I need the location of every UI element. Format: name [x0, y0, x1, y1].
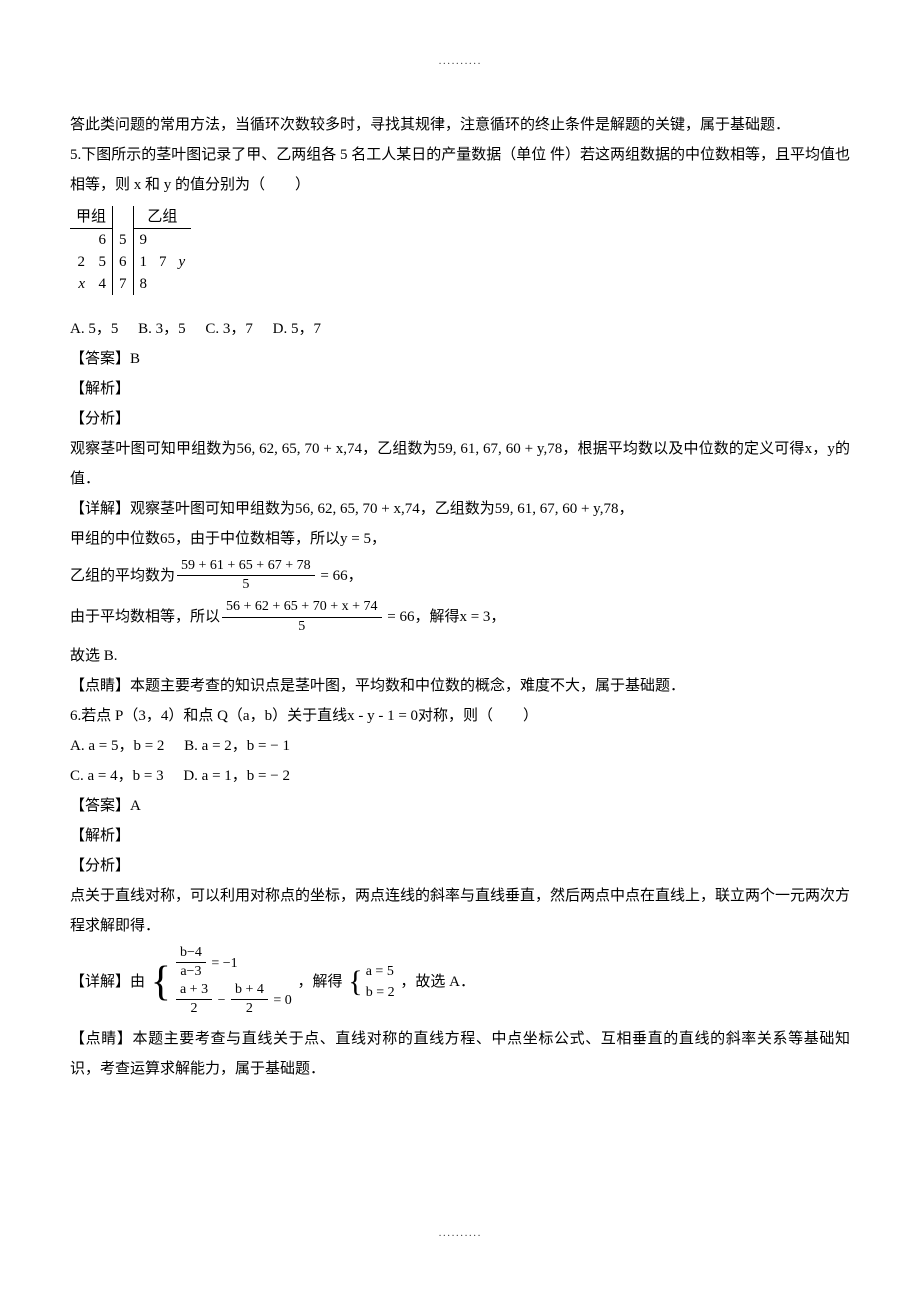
- dots-top: ··········: [70, 60, 850, 70]
- q5-dianjing: 【点睛】本题主要考查的知识点是茎叶图，平均数和中位数的概念，难度不大，属于基础题…: [70, 671, 850, 701]
- q5-detail-l5: 故选 B.: [70, 641, 850, 671]
- dianjing-label: 【点睛】: [70, 1031, 132, 1047]
- intro-continuation: 答此类问题的常用方法，当循环次数较多时，寻找其规律，注意循环的终止条件是解题的关…: [70, 110, 850, 140]
- q6-dianjing: 【点睛】本题主要考查与直线关于点、直线对称的直线方程、中点坐标公式、互相垂直的直…: [70, 1024, 850, 1084]
- q6-option-c: C. a = 4，b = 3: [70, 768, 164, 784]
- sys-line: b−4a−3 = −1: [174, 945, 292, 982]
- fraction-numerator: 56 + 62 + 65 + 70 + x + 74: [222, 598, 381, 617]
- q6-option-a: A. a = 5，b = 2: [70, 738, 164, 754]
- detail-label: 【详解】: [70, 974, 130, 990]
- leaf-cell: x: [70, 273, 91, 295]
- sys-line: b = 2: [366, 982, 395, 1003]
- leaf-cell: 4: [91, 273, 113, 295]
- leaf-cell: [70, 229, 91, 252]
- fraction: b−4a−3: [176, 944, 206, 981]
- q5-stem: 5.下图所示的茎叶图记录了甲、乙两组各 5 名工人某日的产量数据（单位 件）若这…: [70, 140, 850, 200]
- leaf-cell: 9: [133, 229, 153, 252]
- equation-system: { a = 5 b = 2: [348, 961, 394, 1003]
- dianjing-label: 【点睛】: [70, 678, 130, 694]
- fraction-numerator: b−4: [176, 944, 206, 963]
- answer-value: B: [130, 351, 140, 367]
- q6-explanation-label: 【解析】: [70, 821, 850, 851]
- leaf-cell: [153, 273, 173, 295]
- leaf-cell: 1: [133, 251, 153, 273]
- stemleaf-head-left: 甲组: [70, 206, 113, 229]
- fraction-denominator: 2: [176, 1000, 212, 1018]
- leaf-cell: 7: [153, 251, 173, 273]
- brace-icon: {: [151, 961, 171, 1003]
- dianjing-text: 本题主要考查的知识点是茎叶图，平均数和中位数的概念，难度不大，属于基础题．: [130, 678, 685, 694]
- fraction-denominator: 5: [177, 576, 315, 594]
- answer-label: 【答案】: [70, 798, 130, 814]
- fraction: 56 + 62 + 65 + 70 + x + 745: [222, 598, 381, 635]
- sys-line: a + 32 − b + 42 = 0: [174, 982, 292, 1019]
- detail-label: 【详解】: [70, 501, 130, 517]
- q5-detail-l4: 由于平均数相等，所以56 + 62 + 65 + 70 + x + 745 = …: [70, 599, 850, 636]
- q6-analysis: 点关于直线对称，可以利用对称点的坐标，两点连线的斜率与直线垂直，然后两点中点在直…: [70, 881, 850, 941]
- fraction: a + 32: [176, 981, 212, 1018]
- q5-analysis-label: 【分析】: [70, 404, 850, 434]
- stem-cell: 6: [113, 251, 134, 273]
- fraction-numerator: a + 3: [176, 981, 212, 1000]
- q6-option-b: B. a = 2，b = − 1: [184, 738, 290, 754]
- q6-analysis-label: 【分析】: [70, 851, 850, 881]
- eq-text: ，解得: [298, 974, 343, 990]
- dots-bottom: ··········: [0, 1232, 920, 1242]
- eq-text: = 66，解得x = 3，: [384, 610, 506, 626]
- q5-option-a: A. 5，5: [70, 321, 118, 337]
- q6-stem: 6.若点 P（3，4）和点 Q（a，b）关于直线x - y - 1 = 0对称，…: [70, 701, 850, 731]
- eq-text: = 66，: [317, 568, 363, 584]
- q5-option-d: D. 5，7: [273, 321, 321, 337]
- answer-label: 【答案】: [70, 351, 130, 367]
- leaf-cell: 5: [91, 251, 113, 273]
- eq-text: = 0: [270, 993, 292, 1008]
- q5-option-c: C. 3，7: [205, 321, 253, 337]
- fraction: 59 + 61 + 65 + 67 + 785: [177, 557, 315, 594]
- q6-detail: 【详解】由 { b−4a−3 = −1 a + 32 − b + 42 = 0 …: [70, 945, 850, 1020]
- detail-text: 观察茎叶图可知甲组数为56, 62, 65, 70 + x,74，乙组数为59,…: [130, 501, 633, 517]
- eq-text: = −1: [208, 956, 238, 971]
- eq-text: 由于平均数相等，所以: [70, 610, 220, 626]
- fraction-denominator: 2: [231, 1000, 268, 1018]
- stemleaf-head-right: 乙组: [133, 206, 191, 229]
- q5-analysis: 观察茎叶图可知甲组数为56, 62, 65, 70 + x,74，乙组数为59,…: [70, 434, 850, 494]
- q5-options: A. 5，5 B. 3，5 C. 3，7 D. 5，7: [70, 314, 850, 344]
- fraction-numerator: 59 + 61 + 65 + 67 + 78: [177, 557, 315, 576]
- leaf-cell: [153, 229, 173, 252]
- q6-answer: 【答案】A: [70, 791, 850, 821]
- q5-detail-l2: 甲组的中位数65，由于中位数相等，所以y = 5，: [70, 524, 850, 554]
- eq-text: 乙组的平均数为: [70, 568, 175, 584]
- fraction-denominator: 5: [222, 618, 381, 636]
- fraction: b + 42: [231, 981, 268, 1018]
- q5-detail-l1: 【详解】观察茎叶图可知甲组数为56, 62, 65, 70 + x,74，乙组数…: [70, 494, 850, 524]
- q6-options-row1: A. a = 5，b = 2 B. a = 2，b = − 1: [70, 731, 850, 761]
- leaf-cell: 2: [70, 251, 91, 273]
- answer-value: A: [130, 798, 141, 814]
- leaf-cell: [173, 229, 192, 252]
- document-body: 答此类问题的常用方法，当循环次数较多时，寻找其规律，注意循环的终止条件是解题的关…: [70, 110, 850, 1084]
- fraction-numerator: b + 4: [231, 981, 268, 1000]
- dianjing-text: 本题主要考查与直线关于点、直线对称的直线方程、中点坐标公式、互相垂直的直线的斜率…: [70, 1031, 850, 1077]
- stem-leaf-plot: 甲组 乙组 6 5 9 2 5 6 1 7 y x: [70, 206, 191, 295]
- q5-answer: 【答案】B: [70, 344, 850, 374]
- brace-icon: {: [348, 967, 362, 997]
- q5-explanation-label: 【解析】: [70, 374, 850, 404]
- equation-system: { b−4a−3 = −1 a + 32 − b + 42 = 0: [151, 945, 292, 1020]
- leaf-cell: [173, 273, 192, 295]
- q6-options-row2: C. a = 4，b = 3 D. a = 1，b = − 2: [70, 761, 850, 791]
- leaf-cell: 6: [91, 229, 113, 252]
- stem-cell: 7: [113, 273, 134, 295]
- leaf-cell: 8: [133, 273, 153, 295]
- q5-option-b: B. 3，5: [138, 321, 186, 337]
- q5-detail-l3: 乙组的平均数为59 + 61 + 65 + 67 + 785 = 66，: [70, 558, 850, 595]
- eq-text: 由: [130, 974, 145, 990]
- stem-cell: 5: [113, 229, 134, 252]
- fraction-denominator: a−3: [176, 963, 206, 981]
- eq-text: ，故选 A．: [400, 974, 475, 990]
- leaf-cell: y: [173, 251, 192, 273]
- eq-text: −: [214, 993, 229, 1008]
- sys-line: a = 5: [366, 961, 395, 982]
- q6-option-d: D. a = 1，b = − 2: [183, 768, 290, 784]
